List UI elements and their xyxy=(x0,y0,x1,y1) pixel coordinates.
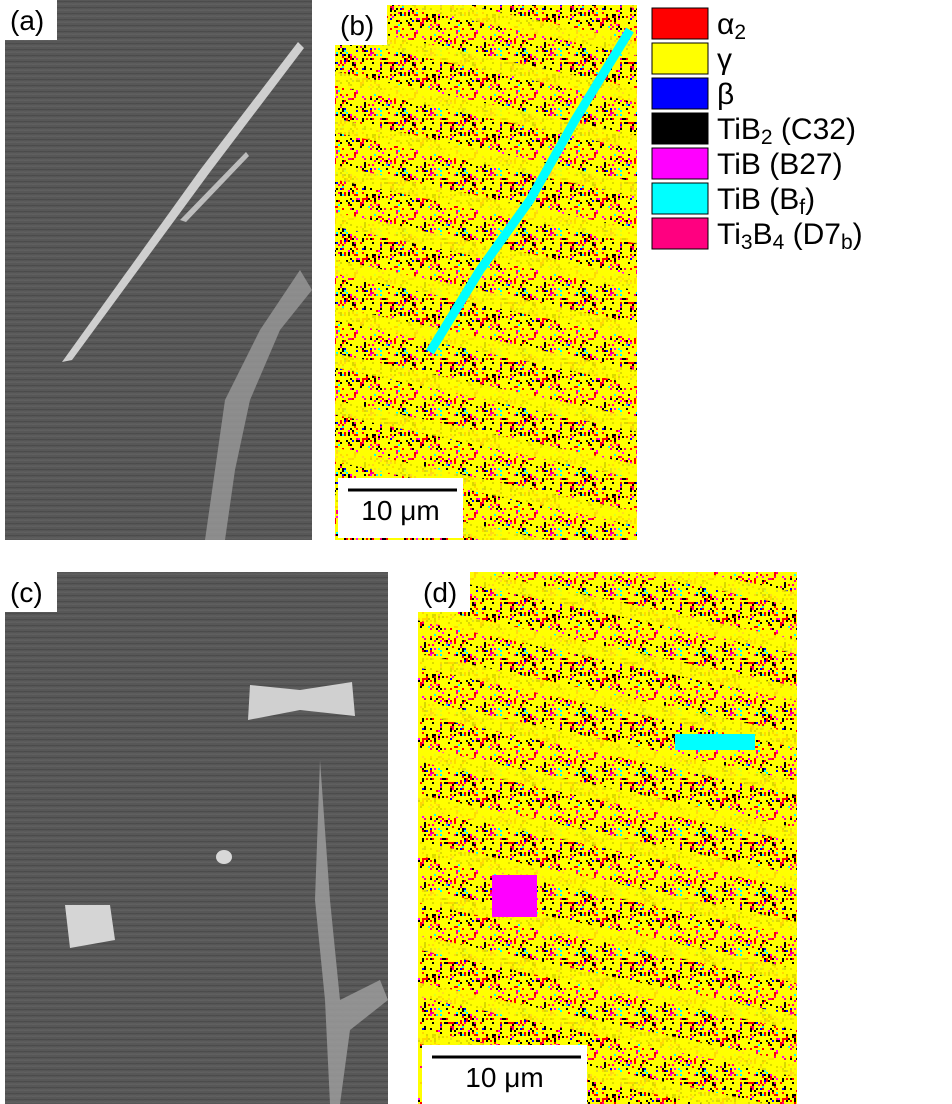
particle xyxy=(216,850,232,864)
legend-swatch xyxy=(652,183,708,214)
legend-swatch xyxy=(652,113,708,144)
legend-label-part: b xyxy=(841,231,853,254)
panel-c xyxy=(5,572,388,1104)
scale-bar-label: 10 μm xyxy=(361,495,439,526)
panel-a xyxy=(5,0,312,540)
legend-label-part: B xyxy=(753,218,773,251)
legend-label: α2 xyxy=(717,8,746,44)
scale-bar-label: 10 μm xyxy=(465,1062,543,1093)
legend-label-part: (D7 xyxy=(784,218,841,251)
panel-d xyxy=(418,572,797,1104)
panel-label: (d) xyxy=(423,577,457,608)
legend-label-part: (C32) xyxy=(773,113,856,146)
legend-label-part: TiB (B xyxy=(717,183,799,216)
legend-swatch xyxy=(652,43,708,74)
legend-label-part: ) xyxy=(853,218,863,251)
legend-label-part: 2 xyxy=(761,126,773,149)
legend-label-part: Ti xyxy=(717,218,741,251)
legend-label: β xyxy=(717,78,734,111)
legend-label-part: 4 xyxy=(773,231,785,254)
panel-b xyxy=(335,5,637,540)
legend-label: γ xyxy=(717,43,732,76)
legend-label-part: α xyxy=(717,8,734,41)
legend-label-part: γ xyxy=(717,43,732,76)
legend-swatch xyxy=(652,78,708,109)
panel-label: (b) xyxy=(340,10,374,41)
legend-label: TiB (Bf) xyxy=(717,183,815,219)
sem-image xyxy=(5,0,312,540)
legend-label-part: TiB xyxy=(717,113,761,146)
legend-swatch xyxy=(652,218,708,249)
tib-particle xyxy=(675,734,755,750)
legend-label: TiB (B27) xyxy=(717,148,843,181)
tib-particle xyxy=(492,875,537,917)
legend-label-part: ) xyxy=(805,183,815,216)
legend-label-part: TiB (B27) xyxy=(717,148,843,181)
yellow-bands xyxy=(418,572,797,1104)
legend-swatch xyxy=(652,148,708,179)
legend-label-part: 3 xyxy=(741,231,753,254)
panel-label: (a) xyxy=(10,5,44,36)
legend-label-part: β xyxy=(717,78,734,111)
figure: (a)(b)10 μm(c)(d)10 μmα2γβTiB2 (C32)TiB … xyxy=(0,0,952,1104)
legend-label: TiB2 (C32) xyxy=(717,113,856,149)
legend-label: Ti3B4 (D7b) xyxy=(717,218,863,254)
legend-label-part: 2 xyxy=(734,21,746,44)
legend-swatch xyxy=(652,8,708,39)
panel-label: (c) xyxy=(10,577,43,608)
